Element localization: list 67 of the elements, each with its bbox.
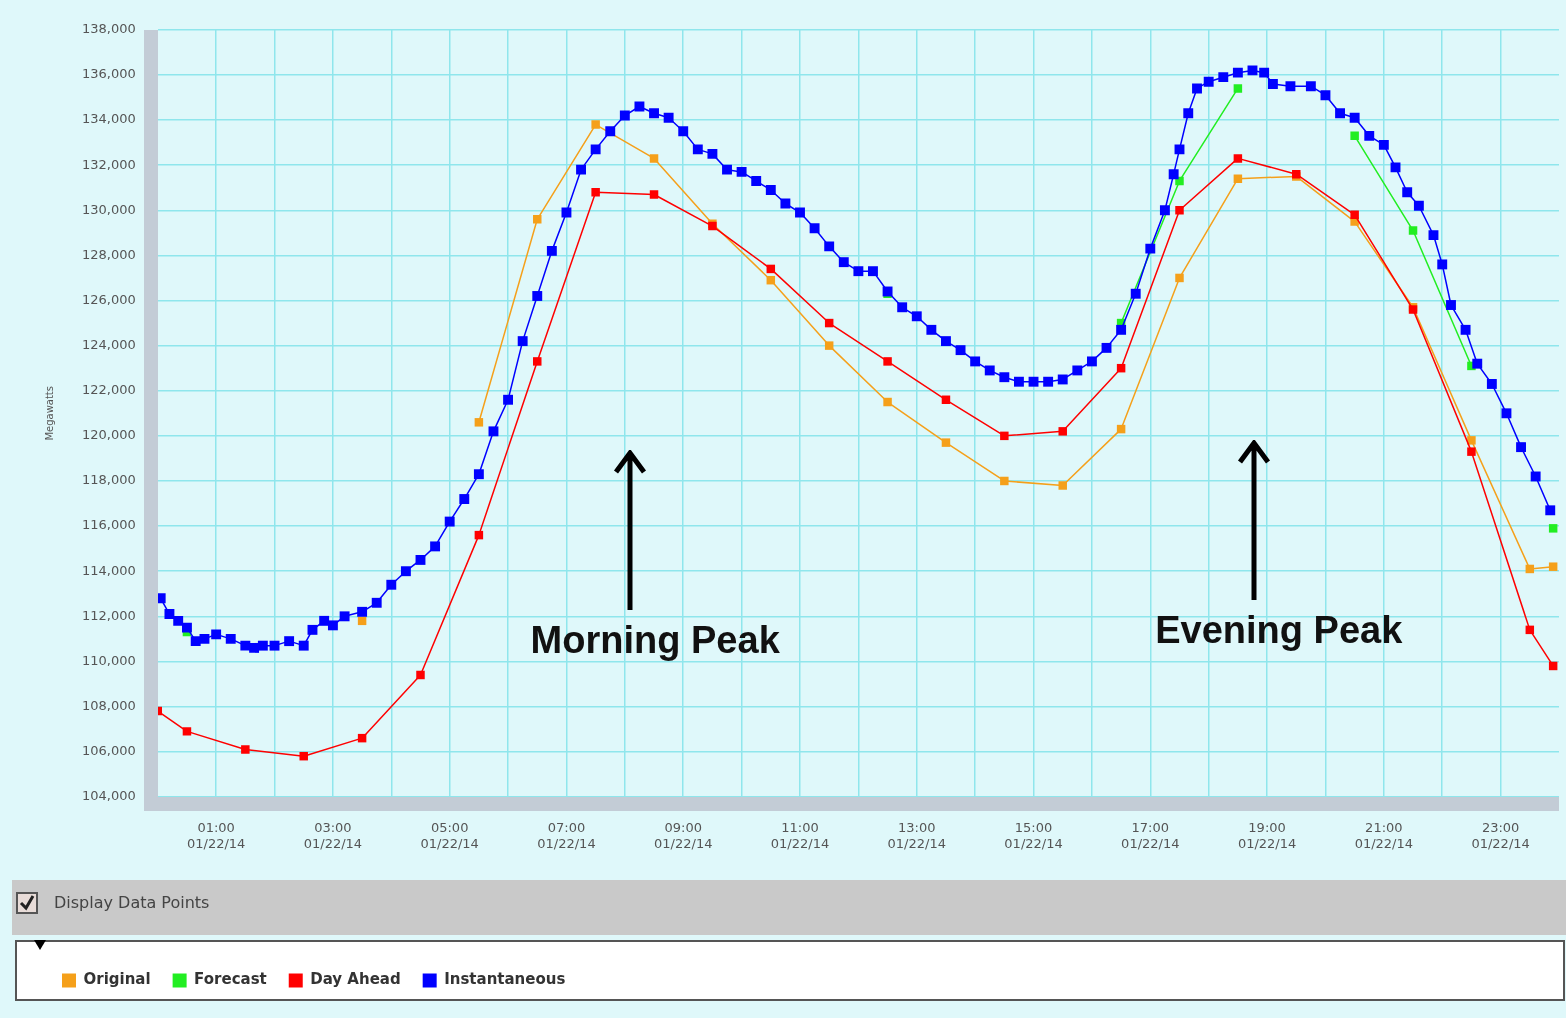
y-tick-label: 118,000 <box>81 472 136 488</box>
x-tick-label: 19:00 01/22/14 <box>1237 819 1297 851</box>
point <box>1058 427 1067 436</box>
y-tick-label: 122,000 <box>81 382 136 398</box>
point <box>474 418 484 427</box>
x-tick-label: 03:00 01/22/14 <box>303 819 363 851</box>
point <box>1350 210 1359 220</box>
point <box>533 215 542 224</box>
y-tick-label: 112,000 <box>81 607 136 623</box>
x-tick-label: 05:00 01/22/14 <box>420 819 479 851</box>
text: Display Data Points <box>54 893 210 912</box>
legend-label: Day Ahead <box>310 970 401 989</box>
y-tick-label: 108,000 <box>81 697 136 713</box>
point <box>591 187 600 197</box>
point <box>1233 174 1243 183</box>
y-tick-label: 126,000 <box>81 291 136 307</box>
point <box>883 397 892 407</box>
y-tick-label: 128,000 <box>81 246 136 262</box>
point <box>416 670 425 680</box>
y-axis-title: Megawatts <box>43 385 55 441</box>
point <box>241 745 250 754</box>
point <box>824 341 834 350</box>
annotation: Evening Peak <box>1155 608 1403 652</box>
annotation: Morning Peak <box>530 618 780 662</box>
y-tick-label: 138,000 <box>81 21 136 37</box>
y-tick-label: 134,000 <box>81 111 136 127</box>
x-tick-label: 09:00 01/22/14 <box>654 819 713 851</box>
point <box>299 751 308 761</box>
point <box>883 357 892 366</box>
y-tick-label: 106,000 <box>81 743 136 759</box>
legend-label: Instantaneous <box>444 970 566 989</box>
x-tick-label: 07:00 01/22/14 <box>537 819 596 851</box>
point <box>533 357 542 366</box>
point <box>1000 431 1009 441</box>
point <box>1233 84 1243 93</box>
x-tick-label: 15:00 01/22/14 <box>1004 819 1063 851</box>
point <box>941 438 951 447</box>
point <box>1467 447 1476 456</box>
x-tick-label: 01:00 01/22/14 <box>186 819 246 851</box>
point <box>1175 273 1184 283</box>
point <box>1058 481 1067 490</box>
x-tick-label: 23:00 01/22/14 <box>1471 819 1530 851</box>
point <box>649 190 659 199</box>
point <box>1000 476 1009 486</box>
y-tick-label: 130,000 <box>81 201 136 217</box>
x-tick-label: 11:00 01/22/14 <box>770 819 830 851</box>
point <box>1408 226 1418 235</box>
y-tick-label: 114,000 <box>81 562 136 578</box>
legend-label: Forecast <box>194 970 267 989</box>
legend-label: Original <box>83 970 151 989</box>
y-tick-label: 110,000 <box>81 652 136 668</box>
x-tick-label: 13:00 01/22/14 <box>887 819 946 851</box>
point <box>1350 131 1359 141</box>
y-tick-label: 120,000 <box>81 427 136 443</box>
y-tick-label: 116,000 <box>81 517 136 533</box>
x-tick-label: 21:00 01/22/14 <box>1354 819 1414 851</box>
y-tick-label: 136,000 <box>81 66 136 82</box>
point <box>1233 154 1243 163</box>
x-tick-label: 17:00 01/22/14 <box>1121 819 1180 851</box>
point <box>1175 206 1184 215</box>
y-tick-label: 124,000 <box>81 337 136 352</box>
point <box>1467 436 1476 445</box>
point <box>591 120 600 129</box>
y-tick-label: 104,000 <box>81 788 136 804</box>
y-tick-label: 132,000 <box>81 156 136 172</box>
point <box>649 154 659 163</box>
point <box>182 727 192 736</box>
